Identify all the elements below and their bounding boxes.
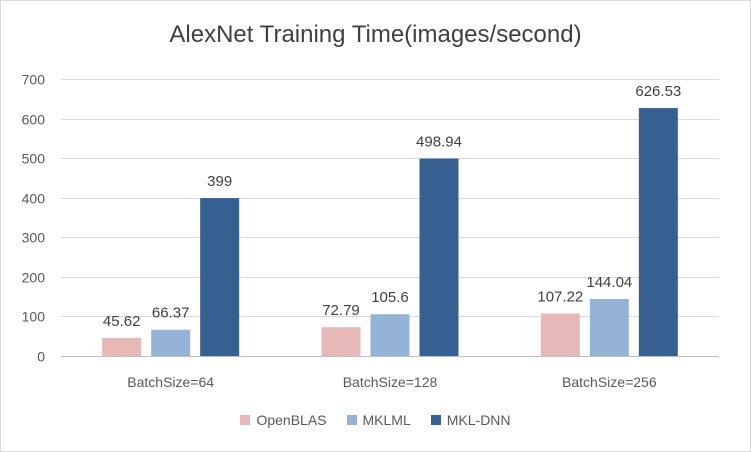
- bar-openblas: [102, 337, 142, 356]
- bar-mkl-dnn: [200, 198, 240, 356]
- x-tick-label: BatchSize=128: [343, 374, 438, 390]
- y-tick-label: 100: [22, 309, 46, 325]
- y-tick-label: 600: [22, 112, 46, 128]
- legend-item-openblas: OpenBLAS: [240, 412, 327, 428]
- y-tick-label: 300: [22, 230, 46, 246]
- y-tick-label: 400: [22, 191, 46, 207]
- legend-item-mklml: MKLML: [346, 412, 411, 428]
- data-label: 105.6: [371, 289, 409, 306]
- x-tick-label: BatchSize=64: [127, 374, 214, 390]
- bar-mkl-dnn: [638, 108, 678, 357]
- data-label: 45.62: [103, 313, 141, 330]
- legend-swatch: [240, 415, 251, 425]
- legend-label: OpenBLAS: [256, 412, 327, 428]
- data-label: 144.04: [586, 274, 632, 291]
- data-label: 72.79: [322, 302, 360, 319]
- legend-swatch: [430, 415, 441, 425]
- y-tick-label: 200: [22, 270, 46, 286]
- data-label: 107.22: [537, 289, 583, 306]
- legend-swatch: [346, 415, 357, 425]
- legend-label: MKL-DNN: [446, 412, 511, 428]
- legend-item-mkl-dnn: MKL-DNN: [430, 412, 511, 428]
- bar-openblas: [321, 327, 361, 356]
- bar-openblas: [540, 313, 580, 356]
- data-label: 399: [207, 173, 232, 190]
- y-tick-label: 700: [22, 72, 46, 88]
- bar-mklml: [589, 299, 629, 356]
- x-tick-label: BatchSize=256: [562, 374, 657, 390]
- data-label: 626.53: [635, 83, 681, 100]
- y-tick-label: 0: [37, 349, 45, 365]
- y-tick-label: 500: [22, 151, 46, 167]
- bar-mkl-dnn: [419, 158, 459, 356]
- data-label: 498.94: [416, 134, 462, 151]
- bar-mklml: [370, 314, 410, 356]
- legend: OpenBLAS MKLML MKL-DNN: [1, 412, 750, 428]
- bar-mklml: [151, 329, 191, 356]
- legend-label: MKLML: [362, 412, 411, 428]
- data-label: 66.37: [152, 305, 190, 322]
- chart-title: AlexNet Training Time(images/second): [169, 21, 582, 48]
